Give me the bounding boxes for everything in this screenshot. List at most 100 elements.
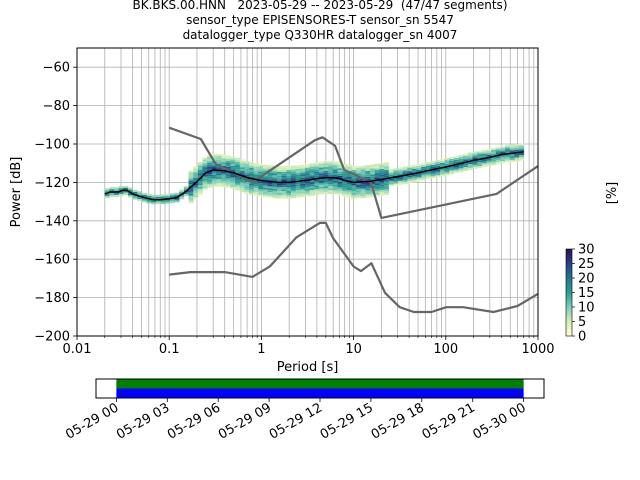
ppsd-density-cell	[439, 168, 445, 171]
ppsd-density-cell	[104, 196, 110, 198]
ppsd-density-cell	[193, 168, 199, 171]
ppsd-density-cell	[244, 163, 250, 165]
ppsd-density-cell	[365, 184, 371, 187]
ppsd-density-cell	[304, 167, 310, 170]
ppsd-density-cell	[388, 184, 394, 187]
ppsd-density-cell	[323, 170, 329, 173]
ppsd-density-cell	[183, 194, 189, 197]
ppsd-density-cell	[337, 193, 343, 196]
ppsd-density-cell	[304, 183, 310, 185]
ppsd-density-cell	[235, 182, 241, 185]
ppsd-density-cell	[244, 180, 250, 183]
ppsd-density-cell	[384, 181, 390, 184]
ppsd-density-cell	[425, 173, 432, 176]
ppsd-density-cell	[221, 160, 227, 163]
ppsd-density-cell	[253, 193, 259, 196]
ppsd-density-cell	[202, 161, 208, 164]
ppsd-density-cell	[267, 165, 273, 168]
ppsd-density-cell	[360, 171, 366, 174]
ppsd-density-cell	[370, 170, 376, 173]
ppsd-density-cell	[365, 192, 371, 195]
ppsd-density-cell	[402, 180, 408, 182]
ppsd-density-cell	[500, 145, 506, 148]
ppsd-density-cell	[328, 168, 334, 171]
ppsd-density-cell	[286, 179, 292, 182]
x-tick-label: 100	[433, 342, 458, 357]
ppsd-density-cell	[118, 191, 124, 194]
timeline-tick-label: 05-30 00	[471, 400, 529, 442]
ppsd-density-cell	[486, 154, 492, 157]
ppsd-density-cell	[281, 196, 287, 199]
ppsd-density-cell	[258, 194, 264, 197]
ppsd-density-cell	[314, 169, 320, 172]
ppsd-density-cell	[356, 167, 362, 170]
ppsd-density-cell	[342, 171, 348, 174]
ppsd-density-cell	[290, 190, 297, 193]
ppsd-density-cell	[249, 190, 255, 193]
ppsd-density-cell	[235, 159, 241, 162]
ppsd-density-cell	[253, 182, 259, 185]
ppsd-density-cell	[332, 182, 338, 185]
ppsd-density-cell	[360, 182, 366, 185]
ppsd-density-cell	[393, 172, 399, 175]
ppsd-density-cell	[388, 174, 394, 177]
ppsd-density-cell	[174, 198, 180, 201]
ppsd-density-cell	[225, 162, 231, 165]
ppsd-density-cell	[318, 182, 324, 185]
ppsd-density-cell	[425, 163, 432, 166]
ppsd-density-cell	[509, 160, 515, 162]
ppsd-density-cell	[342, 173, 348, 176]
ppsd-density-cell	[398, 177, 404, 180]
ppsd-density-cell	[244, 191, 250, 194]
ppsd-density-cell	[263, 176, 269, 179]
ppsd-density-cell	[509, 156, 515, 159]
ppsd-density-cell	[514, 144, 520, 147]
ppsd-density-cell	[123, 193, 129, 196]
ppsd-density-cell	[346, 182, 352, 185]
ppsd-density-cell	[467, 164, 473, 166]
ppsd-density-cell	[272, 179, 278, 182]
ppsd-density-cell	[356, 177, 362, 180]
ppsd-density-cell	[225, 172, 231, 175]
ppsd-density-cell	[519, 156, 525, 159]
ppsd-density-cell	[300, 168, 306, 171]
ppsd-density-cell	[463, 169, 469, 171]
ppsd-density-cell	[239, 178, 245, 181]
ppsd-density-cell	[360, 175, 366, 178]
ppsd-density-cell	[421, 178, 427, 181]
ppsd-density-cell	[472, 166, 478, 169]
ppsd-density-cell	[183, 186, 189, 189]
ppsd-density-cell	[449, 157, 455, 159]
ppsd-density-cell	[472, 161, 478, 163]
ppsd-density-cell	[179, 191, 185, 194]
ppsd-density-cell	[384, 185, 390, 188]
ppsd-density-cell	[309, 182, 315, 185]
ppsd-density-cell	[323, 163, 329, 166]
ppsd-density-cell	[151, 200, 157, 203]
ppsd-density-cell	[481, 159, 487, 162]
ppsd-density-cell	[491, 163, 497, 166]
ppsd-density-cell	[300, 189, 306, 192]
ppsd-density-cell	[491, 153, 497, 156]
ppsd-density-cell	[458, 158, 464, 161]
ppsd-density-cell	[416, 179, 422, 182]
ppsd-density-cell	[286, 194, 292, 197]
ppsd-density-cell	[244, 164, 250, 167]
y-axis-label: Power [dB]	[9, 157, 24, 228]
ppsd-density-cell	[286, 187, 292, 190]
ppsd-density-cell	[239, 182, 245, 185]
ppsd-density-cell	[263, 181, 269, 184]
ppsd-density-cell	[337, 191, 343, 194]
ppsd-density-cell	[337, 189, 343, 192]
ppsd-density-cell	[351, 167, 357, 170]
ppsd-density-cell	[304, 186, 310, 189]
ppsd-density-cell	[356, 184, 362, 187]
ppsd-density-cell	[486, 164, 492, 167]
ppsd-density-cell	[267, 193, 273, 196]
ppsd-density-cell	[379, 188, 385, 191]
ppsd-density-cell	[514, 159, 520, 162]
ppsd-density-cell	[472, 155, 478, 158]
ppsd-density-cell	[300, 172, 306, 175]
ppsd-density-cell	[169, 199, 175, 202]
ppsd-density-cell	[290, 165, 297, 168]
